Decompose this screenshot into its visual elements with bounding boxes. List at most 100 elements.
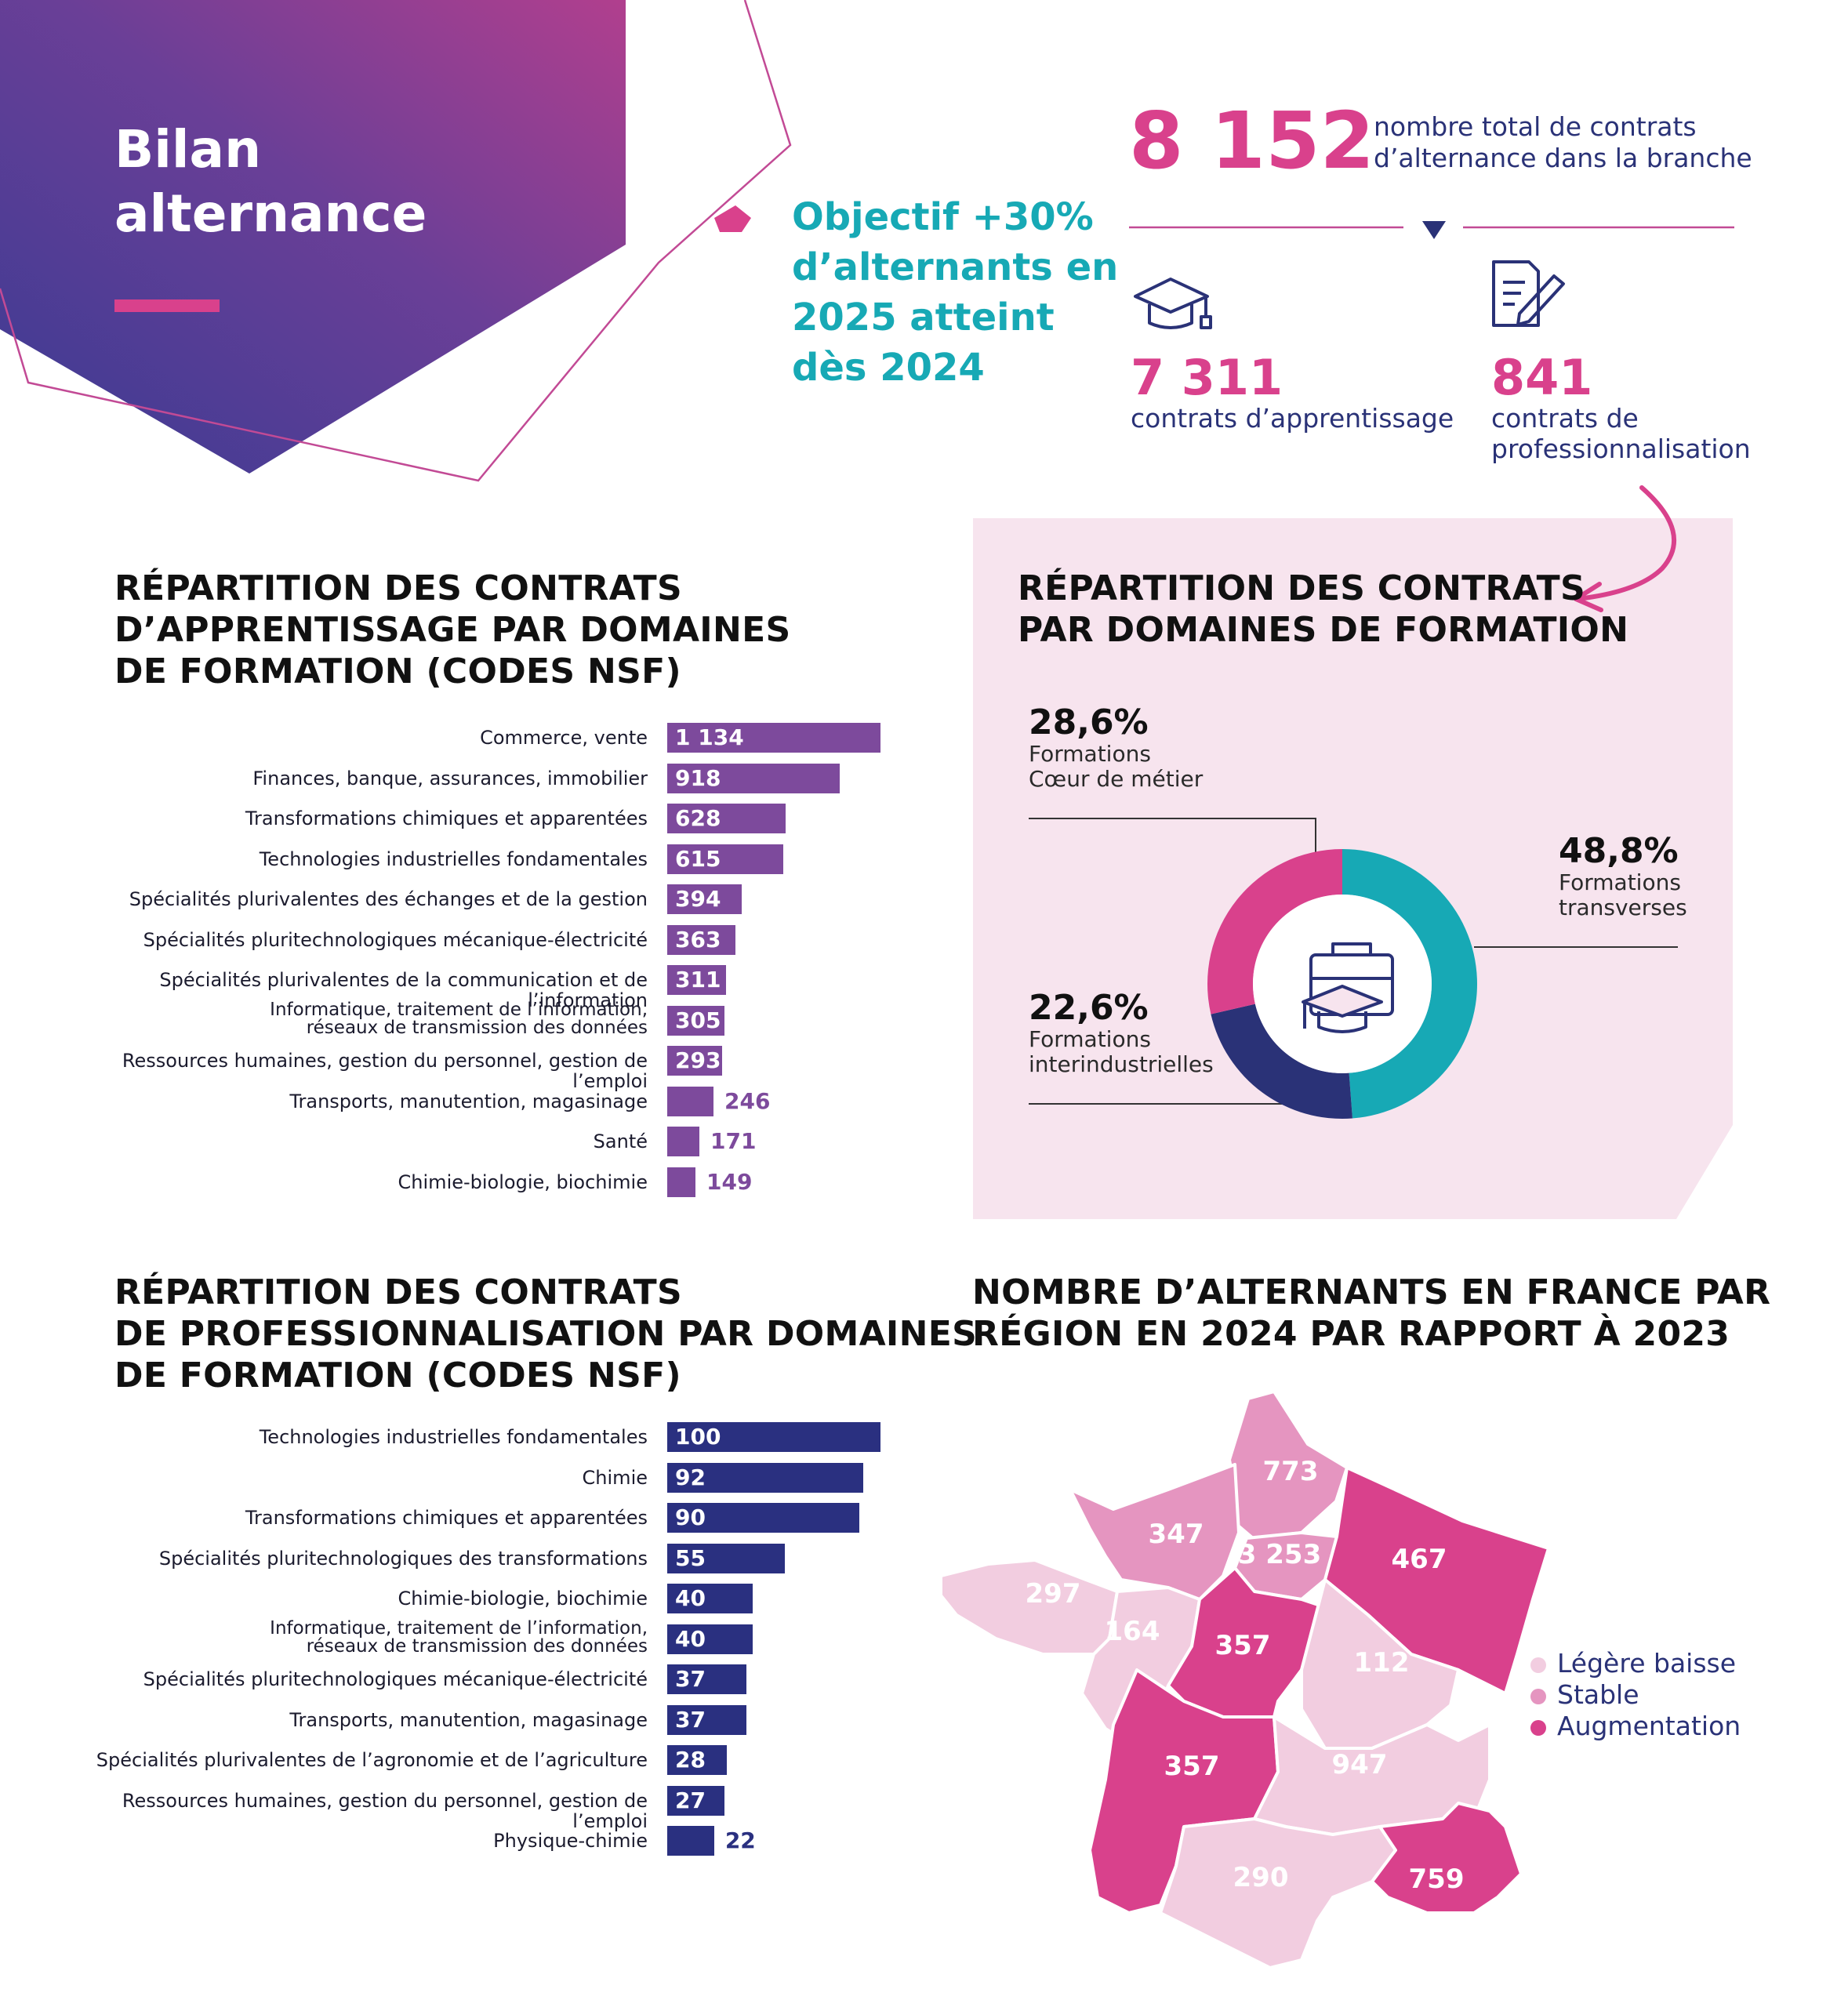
title-line: DE PROFESSIONNALISATION PAR DOMAINES (114, 1314, 978, 1354)
total-contracts-desc: nombre total de contrats d’alternance da… (1374, 111, 1781, 174)
donut-slice (1342, 849, 1478, 1119)
bar-value-label: 1 134 (675, 724, 744, 750)
title-line: PAR DOMAINES DE FORMATION (1018, 610, 1629, 650)
apprentissage-chart-title: RÉPARTITION DES CONTRATS D’APPRENTISSAGE… (114, 568, 790, 692)
bar (667, 1543, 785, 1573)
hexagon-bullet-icon (714, 205, 751, 232)
map-labels: 773 347 3 253 467 297 164 357 112 357 947 290 759 (1026, 1456, 1465, 1895)
apprentissage-label: contrats d’apprentissage (1131, 403, 1454, 434)
map-region-value: 947 (1332, 1749, 1388, 1780)
map-region-value: 290 (1233, 1862, 1289, 1893)
bar-value-label: 28 (675, 1747, 706, 1773)
bar (667, 1046, 723, 1076)
total-desc-line: d’alternance dans la branche (1374, 143, 1752, 173)
bar (667, 1086, 713, 1116)
bar-category-label: Spécialités pluritechnologiques mécaniqu… (143, 928, 648, 951)
bar-value-label: 615 (675, 845, 721, 872)
slice-name: interindustrielles (1029, 1051, 1214, 1077)
bar-value-label: 918 (675, 764, 721, 791)
map-region-value: 773 (1263, 1456, 1319, 1487)
document-pen-icon (1492, 260, 1565, 327)
bar-value-label: 40 (675, 1585, 706, 1611)
bar-category-label: Spécialités plurivalentes des échanges e… (129, 888, 648, 910)
legend-dot-icon (1530, 1688, 1546, 1704)
bar (667, 1422, 880, 1452)
donut-hole (1253, 895, 1432, 1073)
slice-label-inter: 22,6% Formations interindustrielles (1029, 989, 1214, 1077)
donut-slice (1207, 849, 1342, 1014)
bar-category-label: Chimie-biologie, biochimie (398, 1588, 648, 1610)
region-occitanie (1159, 1817, 1397, 1969)
bar-category-label: Santé (593, 1131, 648, 1152)
bar-category-label: Ressources humaines, gestion du personne… (122, 1050, 648, 1092)
map-region-value: 357 (1164, 1751, 1220, 1782)
donut-chart-title: RÉPARTITION DES CONTRATS PAR DOMAINES DE… (1018, 568, 1628, 651)
graduation-cap-icon (1134, 278, 1212, 329)
title-line: D’APPRENTISSAGE PAR DOMAINES (114, 610, 791, 650)
objective-line: 2025 atteint (792, 296, 1055, 339)
map-region-value: 357 (1215, 1630, 1271, 1661)
legend-item-stable: Stable (1530, 1679, 1639, 1711)
slice-name: transverses (1559, 895, 1687, 920)
slice-name: Formations (1029, 1026, 1151, 1052)
bar-category-label: Finances, banque, assurances, immobilier (252, 767, 648, 789)
map-region-value: 3 253 (1238, 1539, 1321, 1570)
bar (667, 723, 880, 753)
bar (667, 1826, 714, 1856)
bar-value-label: 246 (724, 1087, 771, 1114)
hero-hexagon (0, 0, 626, 474)
bar-category-label: Transports, manutention, magasinage (289, 1090, 648, 1112)
slice-label-transverses: 48,8% Formations transverses (1559, 833, 1687, 920)
legend-item-augmentation: Augmentation (1530, 1711, 1741, 1742)
bar-value-label: 293 (675, 1047, 721, 1073)
pro-chart-title: RÉPARTITION DES CONTRATS DE PROFESSIONNA… (114, 1272, 977, 1396)
legend-dot-icon (1530, 1657, 1546, 1673)
bar (667, 1584, 753, 1613)
bar (667, 763, 840, 793)
title-line: RÉPARTITION DES CONTRATS (114, 568, 682, 608)
bar-value-label: 27 (675, 1787, 706, 1813)
bar-value-label: 22 (724, 1827, 756, 1853)
title-underline (114, 299, 220, 312)
bar-value-label: 37 (675, 1706, 706, 1733)
bar (667, 1664, 746, 1694)
total-contracts-value: 8 152 (1129, 95, 1375, 187)
donut-chart (1207, 849, 1478, 1119)
bar-category-label: Chimie (582, 1466, 648, 1489)
bar-category-label: Transports, manutention, magasinage (289, 1708, 648, 1731)
slice-pct: 48,8% (1559, 831, 1679, 871)
bar-category-label: Commerce, vente (480, 727, 648, 749)
bar (667, 804, 786, 833)
region-paca (1371, 1802, 1523, 1914)
objective-line: Objectif +30% (792, 195, 1094, 239)
hero-outline (0, 0, 792, 482)
bar-category-label: Technologies industrielles fondamentales (259, 847, 648, 870)
bar (667, 1167, 695, 1197)
title-line: DE FORMATION (CODES NSF) (114, 1356, 681, 1395)
briefcase-graduation-icon (1302, 942, 1394, 1033)
bar (667, 1462, 864, 1493)
bar-category-label: Informatique, traitement de l’informatio… (270, 1617, 648, 1657)
bar-category-label: Chimie-biologie, biochimie (398, 1170, 648, 1193)
map-region-value: 467 (1392, 1544, 1447, 1575)
bar (667, 965, 726, 995)
bar (667, 1745, 728, 1775)
bar-category-label: Spécialités pluritechnologiques des tran… (158, 1547, 648, 1570)
title-line: NOMBRE D’ALTERNANTS EN FRANCE PAR (972, 1272, 1771, 1312)
map-region-value: 297 (1026, 1578, 1081, 1610)
bar (667, 1127, 700, 1156)
leader-line-coeur (1029, 818, 1316, 855)
title-line: RÉPARTITION DES CONTRATS (114, 1272, 682, 1312)
slice-pct: 28,6% (1029, 702, 1149, 742)
map-title: NOMBRE D’ALTERNANTS EN FRANCE PAR RÉGION… (972, 1272, 1770, 1355)
france-map (939, 1390, 1550, 1969)
total-desc-line: nombre total de contrats (1374, 111, 1697, 142)
legend-label: Augmentation (1557, 1711, 1741, 1741)
bar (667, 844, 783, 874)
slice-label-coeur: 28,6% Formations Cœur de métier (1029, 704, 1203, 792)
bar-category-label: Spécialités plurivalentes de la communic… (159, 969, 648, 1011)
bar-value-label: 100 (675, 1424, 721, 1450)
bar-value-label: 305 (675, 1007, 721, 1033)
map-region-value: 164 (1105, 1616, 1160, 1647)
